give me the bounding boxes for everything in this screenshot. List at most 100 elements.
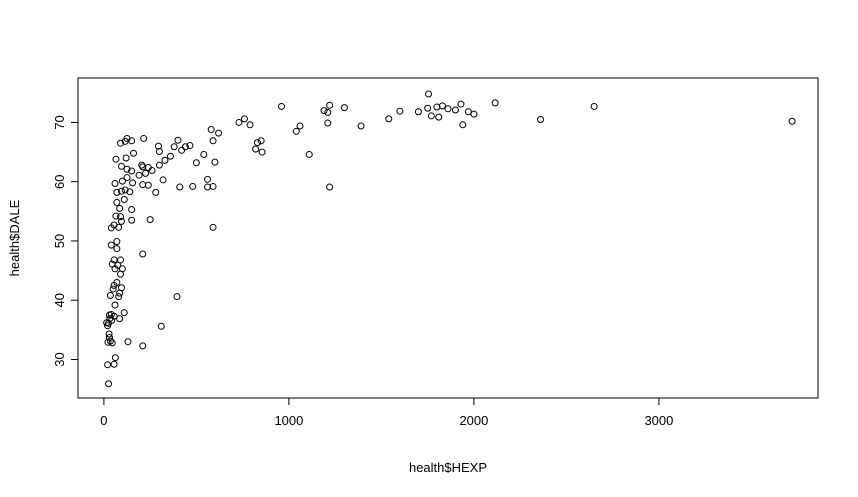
data-point (113, 188, 121, 196)
data-point (200, 150, 208, 158)
data-point (253, 139, 261, 147)
data-point (117, 217, 125, 225)
data-point (257, 137, 265, 145)
data-point (152, 188, 160, 196)
data-point (128, 167, 136, 175)
data-point (235, 118, 243, 126)
data-point (292, 127, 300, 135)
data-point (176, 183, 184, 191)
data-point (207, 126, 215, 134)
data-point (414, 108, 422, 116)
data-point (124, 338, 132, 346)
data-point (117, 187, 125, 195)
data-point (118, 265, 126, 273)
data-point (113, 198, 121, 206)
data-point (138, 161, 146, 169)
data-point (326, 101, 334, 109)
data-point (457, 100, 465, 108)
data-point (396, 107, 404, 115)
data-point (425, 90, 433, 98)
data-point (130, 149, 137, 157)
data-point (108, 339, 116, 347)
x-tick-label: 0 (100, 413, 107, 428)
data-point (258, 148, 266, 156)
data-point (173, 293, 181, 301)
x-axis-label: health$HEXP (409, 460, 487, 475)
data-point (142, 169, 150, 177)
data-point (105, 330, 113, 338)
data-point (139, 342, 147, 350)
data-point (170, 143, 178, 151)
data-point (111, 179, 119, 187)
y-axis: 30 40 50 60 70 (52, 115, 79, 367)
data-point (241, 115, 248, 123)
data-point (459, 121, 467, 129)
data-point (159, 176, 167, 184)
data-point (111, 301, 119, 309)
data-point (117, 256, 125, 264)
data-point (154, 142, 162, 150)
y-tick-label: 30 (52, 352, 67, 366)
data-point (209, 182, 217, 190)
data-point (135, 171, 143, 179)
data-point (385, 115, 393, 123)
data-point (139, 250, 147, 258)
data-point (155, 147, 163, 155)
data-point (106, 337, 114, 345)
data-point (117, 213, 125, 221)
data-point (120, 195, 128, 203)
data-point (106, 291, 114, 299)
data-point (186, 142, 194, 150)
data-point (126, 188, 134, 196)
data-point (140, 134, 148, 142)
x-tick-label: 2000 (459, 413, 488, 428)
data-point (357, 122, 365, 130)
y-tick-label: 40 (52, 293, 67, 307)
data-point (590, 102, 598, 110)
data-point (491, 99, 499, 107)
data-point (537, 115, 544, 123)
data-point (129, 179, 137, 187)
data-point (211, 158, 219, 166)
data-point (113, 278, 121, 286)
data-point (144, 181, 152, 189)
data-point (107, 241, 115, 249)
data-point (108, 260, 116, 268)
data-point (209, 137, 217, 145)
data-point (112, 155, 120, 163)
data-point (167, 152, 174, 160)
data-point (246, 121, 254, 129)
data-point (123, 165, 131, 173)
data-point (278, 102, 285, 110)
data-point (122, 154, 130, 162)
data-point (435, 113, 443, 121)
data-point (340, 104, 348, 112)
data-point (424, 104, 432, 112)
x-axis: 0 1000 2000 3000 (100, 397, 673, 428)
data-point (117, 139, 125, 147)
data-point (115, 223, 123, 231)
data-point (139, 181, 147, 189)
data-point (128, 216, 136, 224)
data-point (427, 112, 435, 120)
y-tick-label: 50 (52, 234, 67, 248)
data-point (320, 107, 328, 115)
y-tick-label: 70 (52, 115, 67, 129)
data-point (433, 103, 441, 111)
y-axis-label: health$DALE (7, 199, 22, 276)
data-point (788, 117, 796, 125)
points-layer (103, 90, 796, 388)
data-point (204, 183, 211, 191)
data-point (117, 284, 125, 292)
data-point (116, 204, 124, 212)
data-point (324, 119, 332, 127)
plot-box (77, 77, 819, 399)
data-point (112, 212, 120, 220)
data-point (110, 360, 118, 368)
data-point (178, 146, 186, 154)
data-point (155, 161, 163, 169)
data-point (115, 293, 123, 301)
data-point (451, 106, 459, 114)
data-point (209, 223, 217, 231)
data-point (146, 216, 154, 224)
